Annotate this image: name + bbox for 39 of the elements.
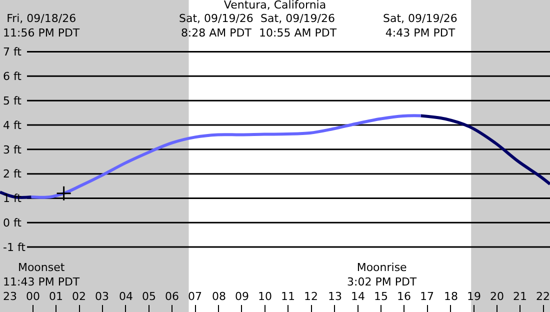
x-tick-label: 11	[281, 290, 295, 303]
x-tick-label: 08	[212, 290, 226, 303]
x-tick-label: 18	[444, 290, 458, 303]
chart-title: Ventura, California	[224, 0, 326, 12]
x-tick-label: 17	[420, 290, 434, 303]
x-tick-label: 13	[328, 290, 342, 303]
x-tick-label: 23	[3, 290, 17, 303]
y-tick-label: 5 ft	[3, 94, 22, 108]
y-tick-label: -1 ft	[3, 240, 26, 254]
y-tick-label: 0 ft	[3, 216, 22, 230]
x-tick-label: 16	[397, 290, 411, 303]
x-tick-label: 10	[258, 290, 272, 303]
x-tick-label: 12	[304, 290, 318, 303]
y-tick-label: 3 ft	[3, 143, 22, 156]
y-tick-label: 4 ft	[3, 118, 22, 132]
x-tick-label: 09	[235, 290, 249, 303]
annotation: Sat, 09/19/26 10:55 AM PDT	[259, 12, 337, 40]
y-tick-label: 2 ft	[3, 168, 22, 181]
x-tick-label: 14	[351, 290, 365, 303]
x-tick-label: 07	[188, 290, 202, 303]
x-tick-label: 04	[119, 290, 133, 303]
annotation: Moonset 11:43 PM PDT	[3, 261, 80, 288]
annotation: Moonrise 3:02 PM PDT	[347, 261, 417, 288]
x-tick-label: 06	[165, 290, 179, 303]
x-tick-label: 21	[513, 290, 527, 303]
x-tick-label: 20	[490, 290, 504, 303]
x-tick-label: 22	[536, 290, 550, 303]
x-tick-label: 05	[142, 290, 156, 303]
x-tick-label: 15	[374, 290, 388, 303]
x-tick-label: 00	[26, 290, 40, 303]
y-tick-label: 6 ft	[3, 70, 22, 84]
x-tick-label: 02	[72, 290, 86, 303]
annotation: Sat, 09/19/26 8:28 AM PDT	[179, 12, 254, 40]
x-tick-label: 19	[467, 290, 481, 303]
annotation: Fri, 09/18/26 11:56 PM PDT	[3, 12, 80, 40]
x-tick-label: 01	[49, 290, 63, 303]
annotation: Sat, 09/19/26 4:43 PM PDT	[383, 12, 458, 40]
y-tick-label: 7 ft	[3, 46, 22, 59]
x-tick-label: 03	[95, 290, 109, 303]
